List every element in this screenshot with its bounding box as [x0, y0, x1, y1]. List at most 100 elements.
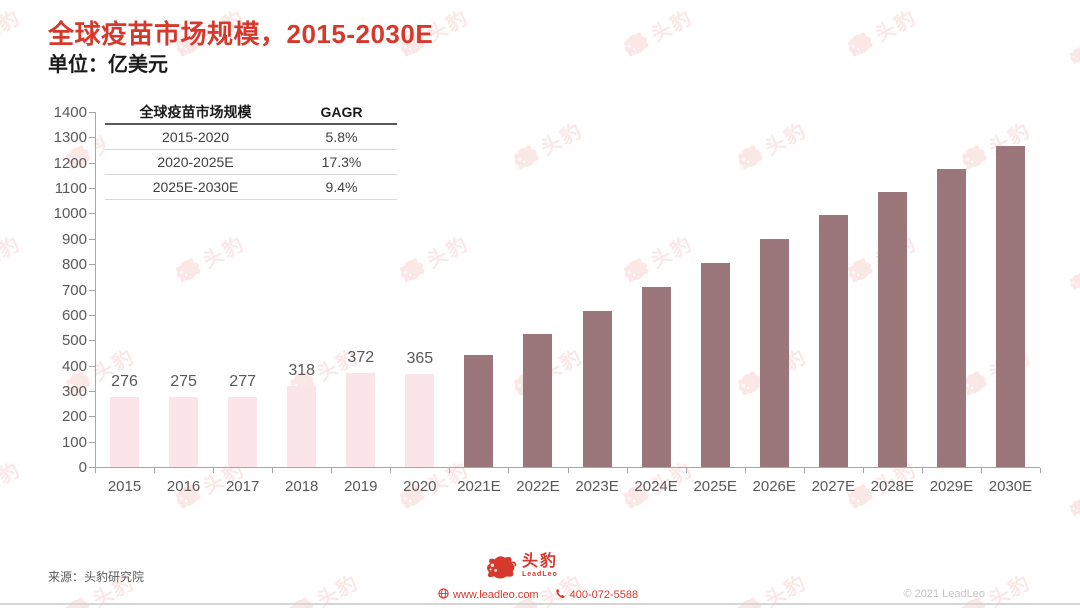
page-title: 全球疫苗市场规模，2015-2030E [48, 19, 434, 49]
x-axis-line [95, 467, 1040, 468]
x-axis-tick [154, 468, 156, 473]
y-axis-tick-label: 0 [78, 459, 87, 476]
website-text: www.leadleo.com [453, 589, 539, 601]
cagr-table-cell: 17.3% [321, 154, 362, 170]
y-axis-tick [89, 441, 95, 443]
bar-historical-2015 [110, 397, 140, 467]
cagr-table-row: 2025E-2030E 9.4% [105, 175, 397, 200]
cagr-inset-table: 全球疫苗市场规模 GAGR 2015-2020 5.8% 2020-2025E 17.… [105, 101, 397, 200]
x-axis-tick [980, 468, 982, 473]
y-axis-tick [89, 314, 95, 316]
x-axis-category-label: 2025E [693, 478, 737, 495]
y-axis-tick [89, 467, 95, 468]
bar-estimated-2030E [995, 146, 1025, 467]
y-axis-tick-label: 800 [61, 256, 87, 274]
bar-historical-2020 [405, 374, 435, 467]
y-axis-tick-label: 400 [61, 357, 87, 375]
y-axis-tick-label: 900 [61, 230, 87, 248]
x-axis-category-label: 2024E [634, 478, 678, 495]
y-axis-line [95, 112, 96, 467]
x-axis-category-label: 2028E [870, 478, 915, 495]
y-axis-tick [89, 340, 95, 342]
y-axis-tick-label: 500 [61, 332, 87, 350]
bar-value-label: 365 [406, 350, 434, 368]
y-axis-tick [89, 264, 95, 266]
cagr-table-header-metric: 全球疫苗市场规模 [139, 104, 252, 120]
x-axis-tick [508, 468, 510, 473]
bar-estimated-2024E [641, 286, 671, 467]
x-axis-tick [272, 468, 274, 473]
y-axis-tick-label: 700 [61, 281, 87, 299]
x-axis-tick [567, 468, 569, 473]
x-axis-category-label: 2029E [929, 478, 974, 495]
y-axis-tick-label: 1400 [53, 104, 87, 121]
y-axis-tick [89, 213, 95, 215]
bar-value-label: 372 [347, 348, 375, 366]
x-axis-tick [213, 468, 215, 473]
bar-estimated-2026E [759, 238, 789, 467]
y-axis-tick [89, 162, 95, 164]
x-axis-tick [1040, 468, 1041, 473]
cagr-table-body: 2015-2020 5.8% 2020-2025E 17.3% 2025E-2030E 9… [105, 125, 397, 200]
y-axis-tick [89, 416, 95, 418]
source-note: 来源：头豹研究院 [48, 570, 145, 584]
bar-estimated-2023E [582, 311, 612, 467]
x-axis-tick [803, 468, 805, 473]
bar-value-label: 276 [111, 373, 138, 390]
x-axis-category-label: 2023E [575, 478, 619, 495]
y-axis-tick [89, 137, 95, 139]
bar-estimated-2021E [464, 355, 494, 467]
y-axis-tick-label: 200 [61, 408, 87, 426]
y-axis-tick-label: 1100 [54, 180, 87, 198]
bar-historical-2018 [287, 386, 317, 467]
y-axis-tick-label: 1200 [53, 154, 87, 172]
x-axis-category-label: 2027E [811, 478, 855, 495]
x-axis-category-label: 2030E [988, 478, 1033, 495]
brand-name-cn: 头豹 [522, 553, 559, 570]
y-axis-tick-label: 300 [61, 382, 87, 400]
y-axis-tick [89, 365, 95, 367]
cagr-table-cell: 2015-2020 [162, 129, 229, 145]
bar-historical-2017 [228, 396, 258, 467]
bar-estimated-2027E [818, 214, 848, 467]
y-axis-tick-label: 1000 [53, 205, 87, 223]
x-axis-tick [921, 468, 923, 473]
x-axis-tick [331, 468, 333, 473]
x-axis-tick [95, 468, 96, 473]
x-axis-tick [390, 468, 392, 473]
y-axis-tick-label: 1300 [53, 129, 87, 147]
bar-historical-2019 [346, 372, 376, 467]
leadleo-brand-block: 头豹 LeadLeo [483, 553, 559, 585]
x-axis-tick [626, 468, 628, 473]
y-axis-tick-label: 100 [61, 433, 87, 451]
copyright-text: © 2021 LeadLeo [903, 588, 985, 600]
contact-row: www.leadleo.com 400-072-5588 [438, 588, 638, 602]
y-axis-tick [89, 238, 95, 240]
bar-value-label: 277 [229, 372, 256, 390]
cagr-table-cell: 2025E-2030E [152, 179, 239, 195]
y-axis-tick [89, 112, 95, 113]
bottom-divider [0, 603, 1080, 605]
x-axis-category-label: 2015 [107, 478, 142, 495]
x-axis-category-label: 2019 [344, 478, 378, 495]
y-axis-tick-label: 600 [61, 306, 87, 324]
x-axis-tick [685, 468, 687, 473]
phone-text: 400-072-5588 [569, 589, 639, 601]
x-axis-category-label: 2016 [166, 478, 201, 495]
bar-estimated-2028E [877, 191, 907, 467]
x-axis-category-label: 2021E [457, 478, 501, 495]
bar-value-label: 275 [170, 373, 197, 391]
cagr-table-row: 2020-2025E 17.3% [105, 150, 397, 175]
y-axis-tick [89, 188, 95, 190]
bar-historical-2016 [169, 397, 199, 467]
website-item: www.leadleo.com [438, 588, 539, 602]
x-axis-category-label: 2026E [752, 478, 796, 495]
brand-name-en: LeadLeo [522, 570, 558, 578]
x-axis-category-label: 2020 [403, 478, 437, 495]
unit-label: 单位：亿美元 [48, 54, 168, 76]
phone-icon [555, 588, 566, 602]
cagr-table-cell: 9.4% [325, 179, 358, 195]
globe-icon [438, 588, 449, 602]
bar-estimated-2025E [700, 262, 730, 467]
